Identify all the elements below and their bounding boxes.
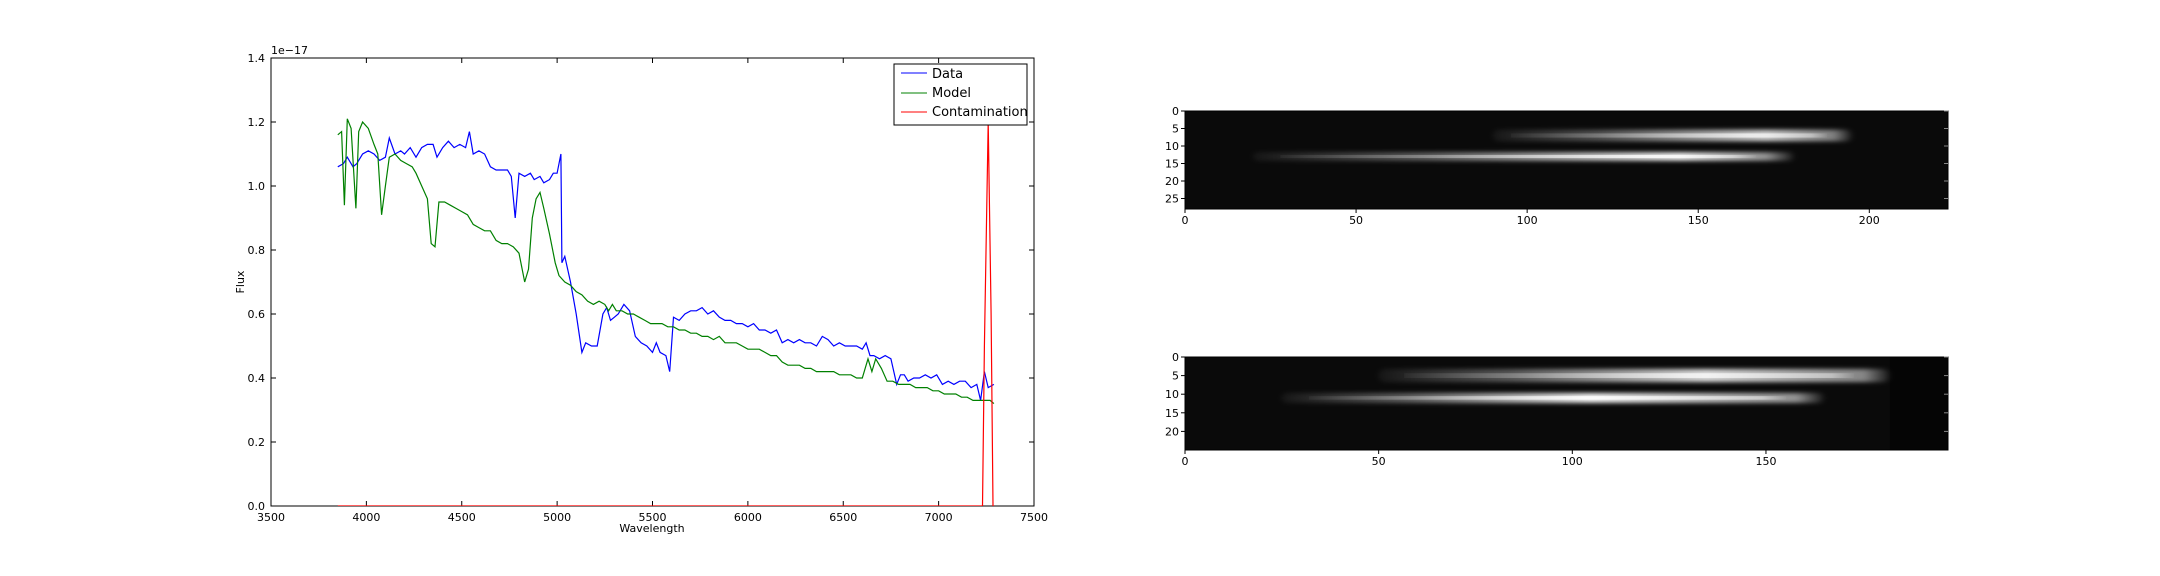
spectrum-series (337, 118, 995, 506)
img-y-tick-label: 15 (1165, 158, 1179, 171)
spectral-trace-core (1308, 396, 1787, 400)
img-x-tick-label: 100 (1517, 214, 1538, 227)
img-x-tick-label: 100 (1562, 455, 1583, 468)
y-tick-label: 1.4 (248, 52, 266, 65)
spectrum-image-top: 0 50 100 150 200 0 5 10 15 20 25 (1165, 105, 1949, 227)
image-top-frame (1184, 110, 1949, 210)
y-tick-label: 1.2 (248, 116, 266, 129)
spectrum-xlabel: Wavelength (619, 522, 684, 535)
spectrum-image-bottom: 0 50 100 150 0 5 10 15 20 (1165, 351, 1949, 468)
spectral-trace-core (1280, 154, 1757, 159)
img-y-tick-label: 25 (1165, 193, 1179, 206)
x-tick-label: 6500 (829, 511, 857, 524)
x-tick-label: 7000 (925, 511, 953, 524)
spectrum-plot-frame (270, 57, 1035, 507)
y-tick-label: 0.6 (248, 308, 266, 321)
y-tick-label: 0.2 (248, 436, 266, 449)
x-tick-label: 4000 (352, 511, 380, 524)
spectrum-legend: Data Model Contamination (893, 63, 1028, 126)
image-bottom-ticks: 0 50 100 150 0 5 10 15 20 (1165, 351, 1948, 468)
img-x-tick-label: 0 (1182, 455, 1189, 468)
spectrum-ylabel: Flux (234, 270, 247, 293)
spectrum-chart: 3500 4000 4500 5000 5500 6000 6500 7000 7500 0.0 0… (234, 44, 1048, 535)
img-y-tick-label: 10 (1165, 140, 1179, 153)
legend-label-model: Model (932, 86, 971, 101)
y-tick-label: 1.0 (248, 180, 266, 193)
y-tick-label: 0.0 (248, 500, 266, 513)
img-y-tick-label: 20 (1165, 175, 1179, 188)
image-top-traces (1253, 129, 1853, 161)
spectrum-offset-text: 1e−17 (271, 44, 308, 57)
legend-box (893, 63, 1028, 126)
img-x-tick-label: 50 (1349, 214, 1363, 227)
x-tick-label: 5000 (543, 511, 571, 524)
series-line-data (337, 131, 995, 401)
spectral-trace-core (1404, 373, 1855, 378)
y-tick-label: 0.4 (248, 372, 266, 385)
image-bottom-dark-region (1889, 357, 1948, 450)
img-y-tick-label: 0 (1172, 351, 1179, 364)
x-tick-label: 5500 (639, 511, 667, 524)
image-top-ticks: 0 50 100 150 200 0 5 10 15 20 25 (1165, 105, 1948, 227)
x-tick-label: 3500 (257, 511, 285, 524)
img-y-tick-label: 10 (1165, 388, 1179, 401)
image-bottom-traces (1281, 369, 1890, 403)
spectral-trace-core (1510, 133, 1828, 138)
series-line-model (337, 118, 995, 405)
img-x-tick-label: 150 (1755, 455, 1776, 468)
img-x-tick-label: 200 (1859, 214, 1880, 227)
x-tick-label: 4500 (448, 511, 476, 524)
img-y-tick-label: 20 (1165, 425, 1179, 438)
img-x-tick-label: 150 (1688, 214, 1709, 227)
img-x-tick-label: 0 (1182, 214, 1189, 227)
img-y-tick-label: 5 (1172, 370, 1179, 383)
legend-label-data: Data (932, 67, 963, 82)
legend-label-contamination: Contamination (932, 105, 1028, 120)
x-tick-label: 7500 (1020, 511, 1048, 524)
img-y-tick-label: 5 (1172, 123, 1179, 136)
spectrum-ticks: 3500 4000 4500 5000 5500 6000 6500 7000 7500 0.0 0… (248, 52, 1049, 524)
image-bottom-frame (1184, 356, 1949, 451)
img-x-tick-label: 50 (1372, 455, 1386, 468)
img-y-tick-label: 0 (1172, 105, 1179, 118)
img-y-tick-label: 15 (1165, 407, 1179, 420)
x-tick-label: 6000 (734, 511, 762, 524)
series-line-contamination (337, 121, 994, 506)
y-tick-label: 0.8 (248, 244, 266, 257)
